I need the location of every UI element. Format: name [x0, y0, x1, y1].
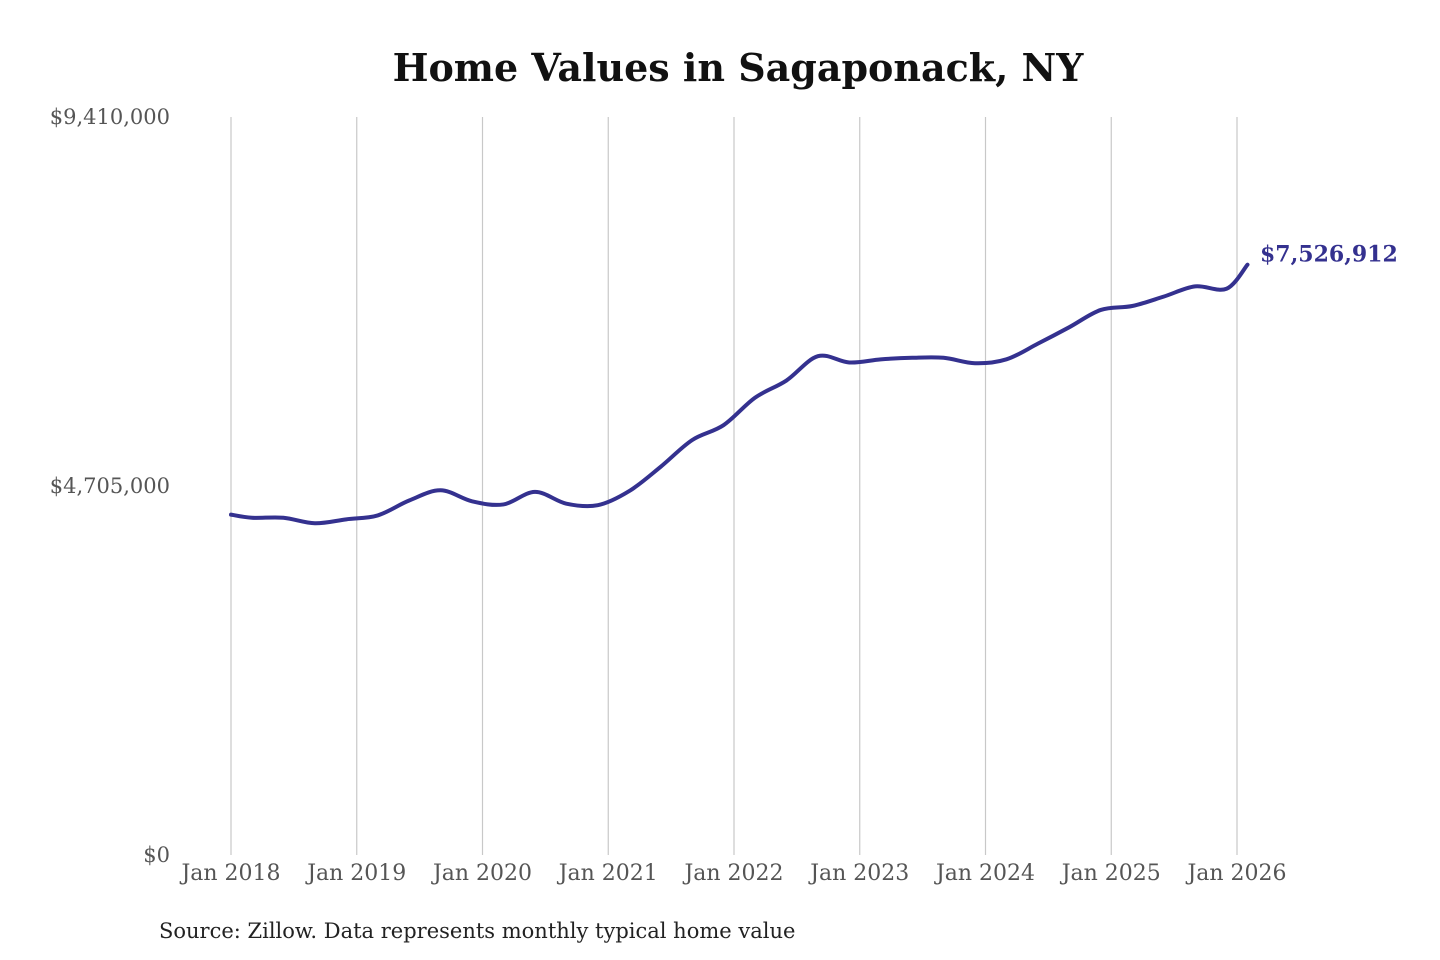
home-value-line	[229, 262, 1250, 526]
x-tick-label: Jan 2025	[1060, 861, 1161, 886]
x-axis: Jan 2018 Jan 2019 Jan 2020 Jan 2021 Jan 2022…	[179, 861, 1286, 886]
series-layer	[229, 262, 1250, 526]
x-tick-label: Jan 2018	[179, 861, 280, 886]
y-tick-label: $9,410,000	[50, 105, 170, 129]
y-tick-label: $4,705,000	[50, 474, 170, 498]
y-axis: $9,410,000 $4,705,000 $0	[50, 105, 170, 867]
x-tick-label: Jan 2023	[808, 861, 909, 886]
x-tick-label: Jan 2024	[934, 861, 1035, 886]
source-note: Source: Zillow. Data represents monthly …	[159, 919, 795, 943]
grid-layer	[230, 117, 1238, 855]
x-tick-label: Jan 2026	[1185, 861, 1286, 886]
x-tick-label: Jan 2022	[682, 861, 783, 886]
y-tick-label: $0	[143, 843, 170, 867]
x-tick-label: Jan 2019	[305, 861, 406, 886]
x-tick-label: Jan 2021	[557, 861, 658, 886]
x-tick-label: Jan 2020	[431, 861, 532, 886]
last-value-label: $7,526,912	[1260, 242, 1398, 268]
chart-title: Home Values in Sagaponack, NY	[393, 45, 1085, 90]
